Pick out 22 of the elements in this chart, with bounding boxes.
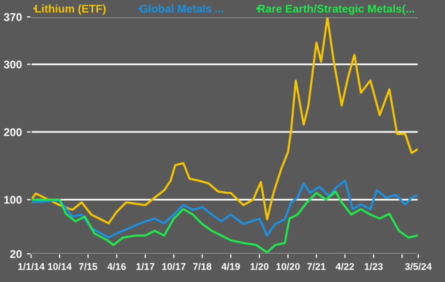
y-tick-label: 200 [4,128,22,136]
x-tick-label: 7/21 [307,262,326,270]
y-tick-label: 20 [10,250,22,258]
y-tick-label: 300 [4,60,22,68]
x-tick-label: 10/17 [162,262,186,270]
x-tick-label: 4/19 [221,262,240,270]
x-tick-label: 1/20 [250,262,268,270]
x-tick-label: 3/5/24 [405,262,432,270]
x-tick-label: 4/22 [336,262,354,270]
y-tick-label: 370 [4,13,22,22]
legend-label: Rare Earth/Strategic Metals(... [258,4,414,15]
legend-label: Lithium (ETF) [35,4,106,15]
x-tick-label: 1/23 [364,262,383,270]
legend-label: Global Metals ... [140,4,224,13]
x-tick-label: 10/20 [276,262,300,270]
y-tick-label: 100 [4,196,22,204]
x-tick-label: 7/15 [78,262,98,270]
x-tick-label: 10/14 [48,262,72,270]
x-tick-label: 1/1/14 [18,262,45,270]
x-tick-label: 4/16 [107,262,126,270]
x-tick-label: 1/17 [136,262,154,270]
x-tick-label: 7/18 [193,262,212,270]
